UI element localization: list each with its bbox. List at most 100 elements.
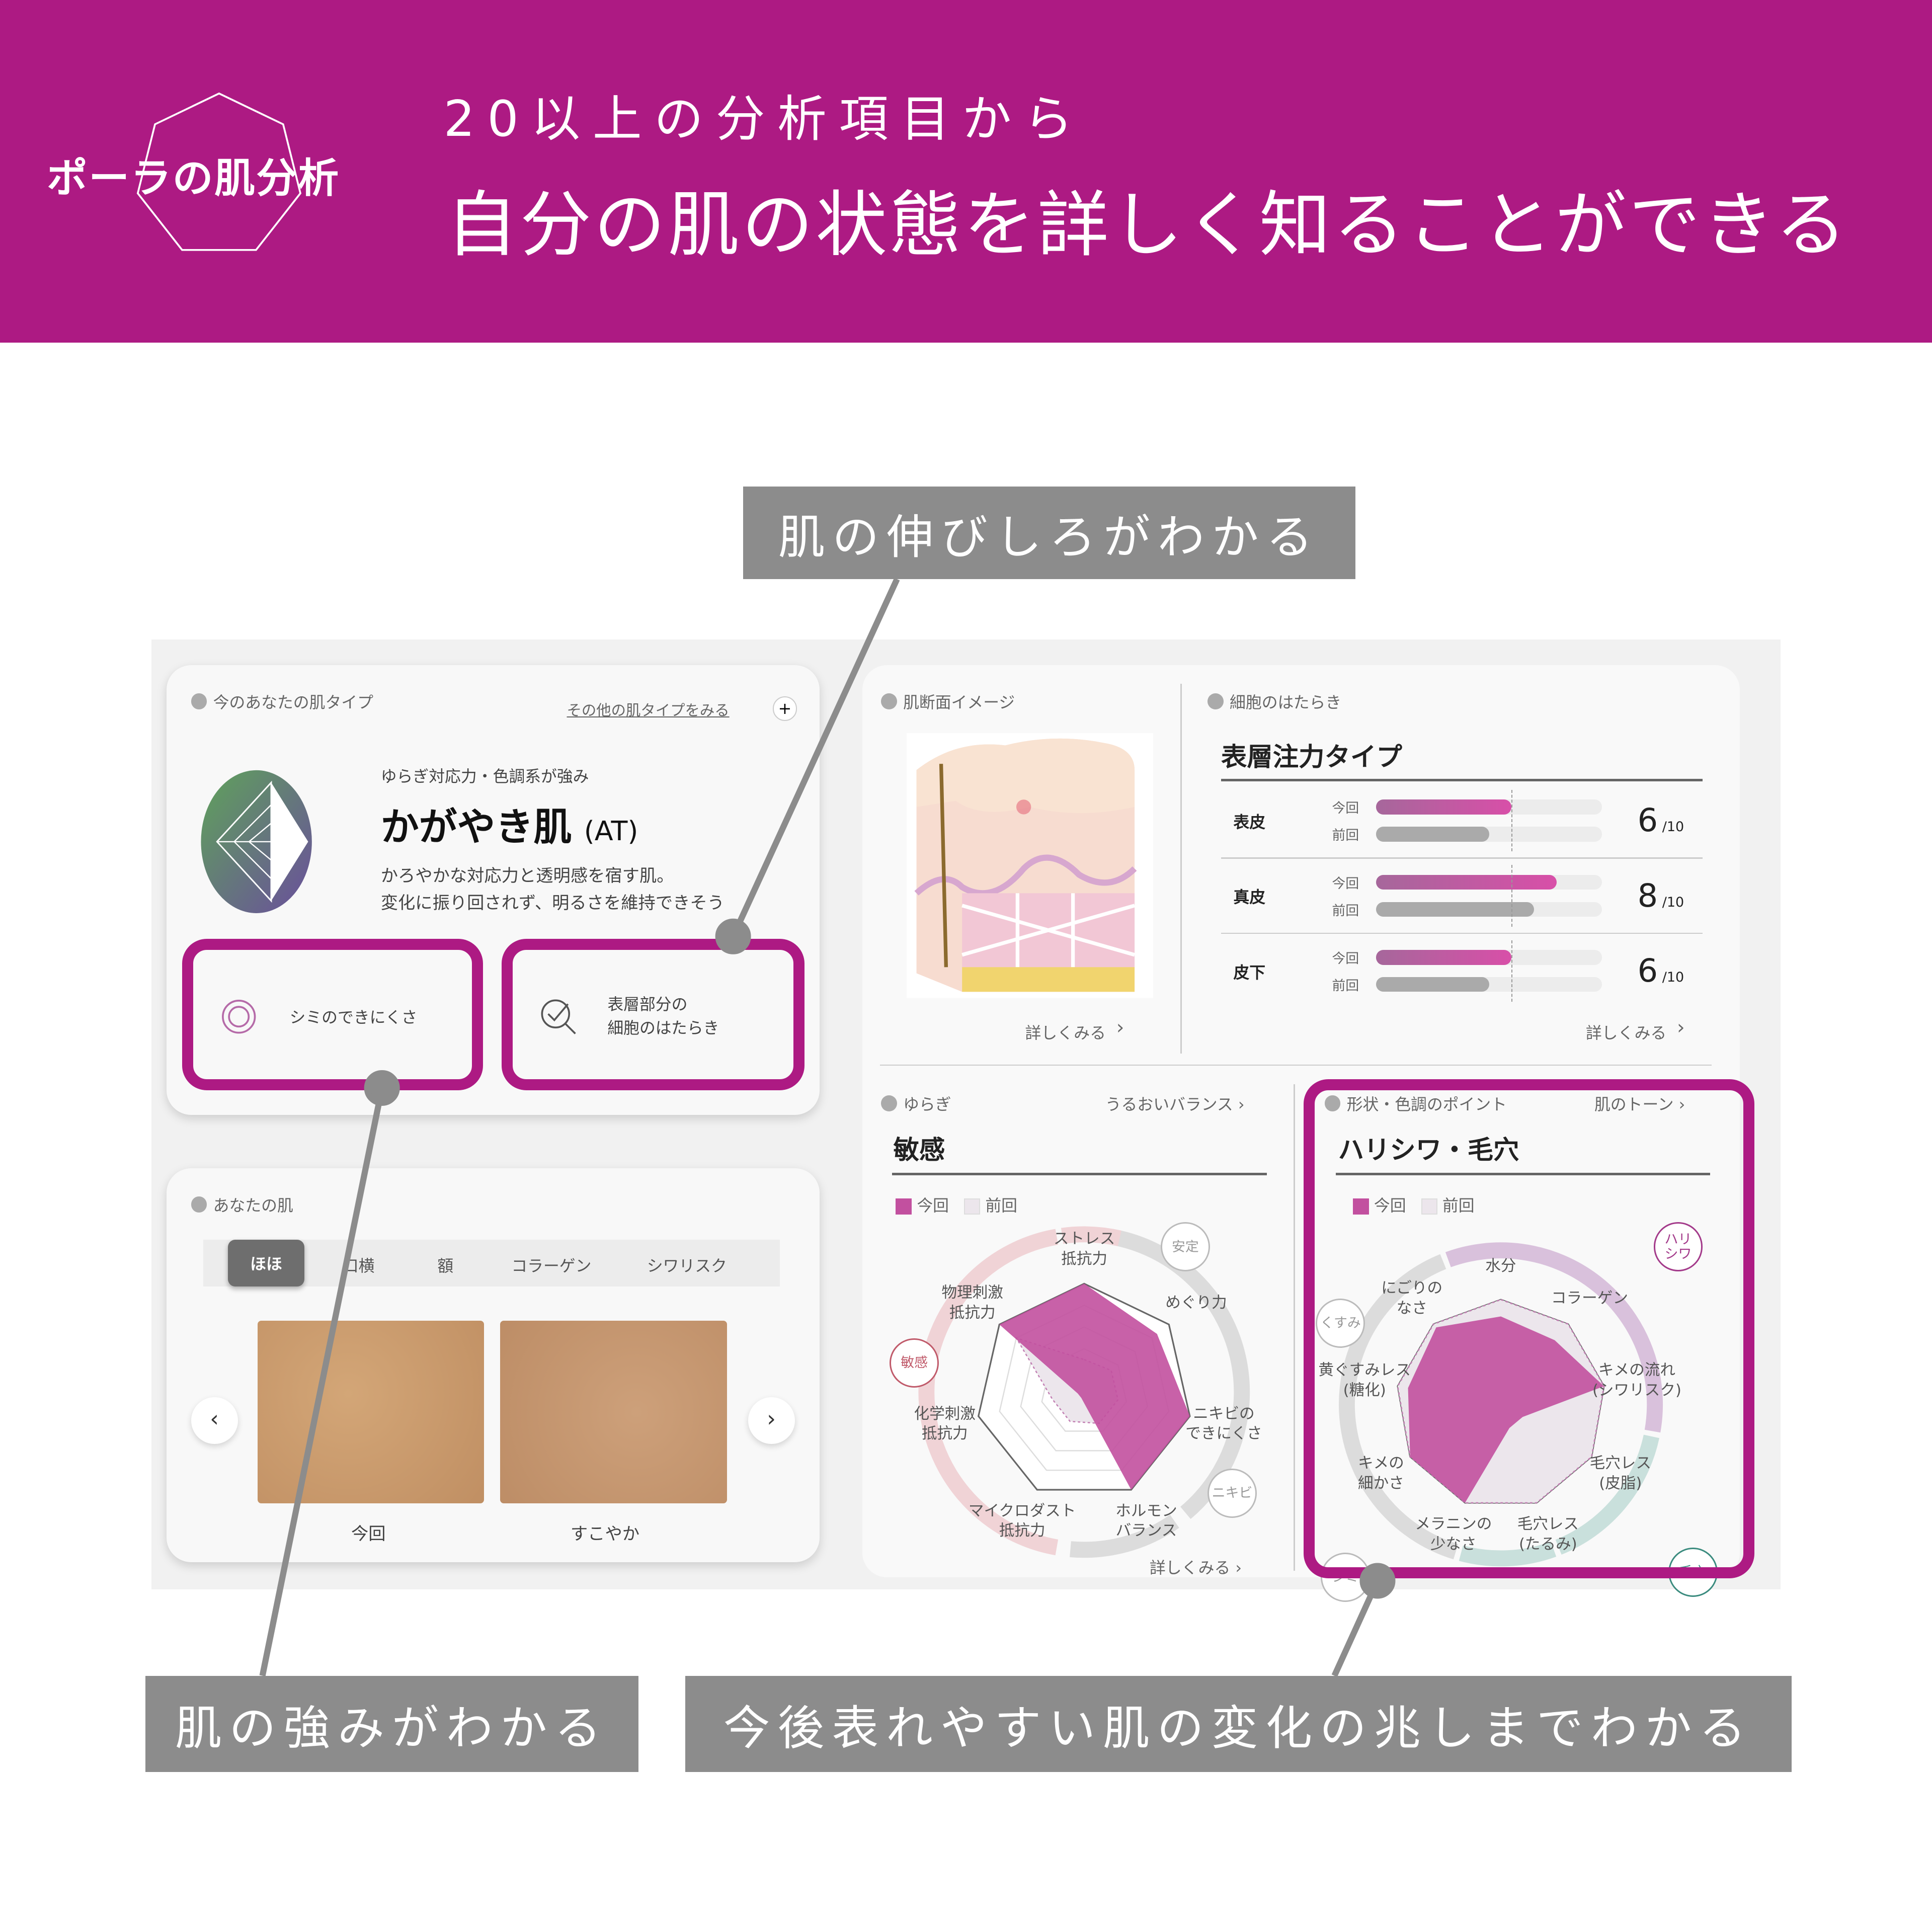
section-title: ゆらぎ: [903, 1094, 951, 1114]
link-text: 詳しくみる: [1149, 1558, 1231, 1577]
header-banner: ポーラの肌分析 20以上の分析項目から 自分の肌の状態を詳しく知ることができる: [0, 0, 1932, 343]
radar-badge: 安定: [1160, 1222, 1210, 1272]
callout-bottom-right: 今後表れやすい肌の変化の兆しまでわかる: [685, 1675, 1792, 1772]
cell-row: 真皮 今回 前回 8 /10: [1221, 857, 1703, 932]
divider: [1180, 684, 1182, 1054]
legend-current: 今回: [1374, 1195, 1406, 1215]
section-title: 形状・色調のポイント: [1346, 1094, 1507, 1114]
cell-row: 表皮 今回 前回 6 /10: [1221, 782, 1703, 857]
callout-bottom-left: 肌の強みがわかる: [145, 1675, 638, 1772]
chevron-right-icon[interactable]: ›: [1116, 1016, 1124, 1039]
strength-label-line2: 細胞のはたらき: [607, 1018, 719, 1038]
cell-bars: 表皮 今回 前回 6 /10 真皮 今回 前回 8 /10 皮下 今回 前回 6 /10: [1221, 782, 1703, 1016]
radar-badge: 敏感: [890, 1338, 939, 1388]
tab-collagen[interactable]: コラーゲン: [511, 1256, 592, 1275]
bar-current: [1376, 874, 1557, 890]
logo-text: ポーラの肌分析: [47, 154, 340, 202]
average-line: [1511, 940, 1513, 1002]
shape-title: ハリシワ・毛穴: [1338, 1135, 1519, 1166]
section-header: ゆらぎ: [881, 1092, 951, 1115]
section-title: 今のあなたの肌タイプ: [213, 693, 373, 712]
row-label: 真皮: [1233, 888, 1266, 907]
radar-axis-label: ホルモン バランス: [1115, 1502, 1177, 1540]
skin-cross-section-illustration: [907, 733, 1154, 998]
legend-swatch-current: [1352, 1198, 1369, 1215]
radar-axis-label: 物理刺激 抵抗力: [941, 1284, 1003, 1322]
other-skin-types-link[interactable]: その他の肌タイプをみる: [567, 701, 730, 719]
radar-axis-label: キメの 細かさ: [1357, 1455, 1404, 1493]
score-max: /10: [1658, 894, 1684, 910]
skin-type-card: 今のあなたの肌タイプ その他の肌タイプをみる + ゆらぎ対応力・色調系が強み か…: [166, 665, 820, 1115]
plus-icon[interactable]: +: [772, 696, 797, 721]
analysis-card: 肌断面イメージ 詳しくみる › 細胞のはたらき 表層注力タイプ 表皮 今回 前回 6 …: [862, 665, 1740, 1602]
previous-label: 前回: [1332, 903, 1359, 919]
tab-forehead[interactable]: 額: [437, 1256, 454, 1275]
bar-previous: [1376, 827, 1489, 842]
skin-type-name-text: かがやき肌: [380, 805, 572, 850]
cross-section-more-link[interactable]: 詳しくみる: [1025, 1023, 1106, 1042]
chevron-right-icon[interactable]: ›: [1677, 1016, 1685, 1039]
radar-axis-label: ストレス 抵抗力: [1053, 1230, 1115, 1268]
highlight-box-shape: [1304, 1079, 1755, 1579]
legend-swatch-current: [896, 1198, 912, 1215]
score-value: 8: [1637, 877, 1658, 915]
chevron-right-icon[interactable]: ›: [748, 1397, 795, 1444]
moisture-balance-link[interactable]: うるおいバランス ›: [1105, 1094, 1245, 1114]
tab-kuchiyoko[interactable]: 口横: [342, 1256, 375, 1275]
skin-photo-current: [257, 1321, 485, 1503]
cell-type-title: 表層注力タイプ: [1221, 742, 1402, 773]
radar-axis-label: 水分: [1485, 1257, 1516, 1275]
score-max: /10: [1658, 819, 1684, 835]
radar-axis-label: 毛穴レス (皮脂): [1589, 1455, 1652, 1493]
strength-cells[interactable]: 表層部分の細胞のはたらき: [514, 949, 797, 1084]
bar-current: [1376, 950, 1512, 965]
skin-type-desc-1: かろやかな対応力と透明感を宿す肌。: [380, 865, 674, 886]
section-header: 形状・色調のポイント: [1324, 1092, 1507, 1115]
banner-title: 自分の肌の状態を詳しく知ることができる: [446, 183, 1849, 267]
radar-ring-segment: [1459, 1542, 1556, 1567]
yuragi-more-link[interactable]: 詳しくみる ›: [1149, 1558, 1242, 1577]
cells-more-link[interactable]: 詳しくみる: [1585, 1023, 1667, 1042]
current-label: 今回: [1332, 800, 1359, 817]
legend-current: 今回: [917, 1195, 949, 1215]
chevron-left-icon[interactable]: ‹: [191, 1397, 238, 1444]
previous-label: 前回: [1332, 978, 1359, 994]
callout-top: 肌の伸びしろがわかる: [743, 487, 1355, 579]
bar-current: [1376, 799, 1512, 815]
section-title: 肌断面イメージ: [903, 693, 1015, 712]
score-value: 6: [1637, 952, 1658, 990]
radar-axis-label: ニキビの できにくさ: [1185, 1405, 1262, 1443]
average-line: [1511, 865, 1513, 927]
highlight-box-spots: [182, 939, 483, 1091]
skin-tone-link[interactable]: 肌のトーン ›: [1594, 1094, 1685, 1114]
current-label: 今回: [1332, 951, 1359, 967]
radar-svg: [918, 1226, 1250, 1558]
divider: [1335, 1173, 1711, 1176]
highlight-box-cells: [501, 939, 805, 1091]
section-header: あなたの肌: [191, 1193, 293, 1216]
divider: [1221, 778, 1703, 781]
radar-axis-label: 黄ぐすみレス (糖化): [1318, 1361, 1411, 1400]
radar-ring-segment: [1070, 1514, 1180, 1558]
tab-hoho[interactable]: ほほ: [228, 1239, 304, 1286]
strength-label-line1: 表層部分の: [607, 994, 688, 1014]
radar-badge: ハリ シワ: [1653, 1222, 1703, 1272]
photo-label-healthy: すこやか: [570, 1523, 639, 1544]
divider: [1221, 857, 1703, 859]
radar-axis-label: コラーゲン: [1551, 1290, 1628, 1308]
radar-axis-label: 毛穴レス (たるみ): [1517, 1515, 1579, 1554]
previous-label: 前回: [1332, 828, 1359, 844]
radar-axis-label: メラニンの 少なさ: [1415, 1515, 1492, 1554]
skin-type-code: (AT): [584, 815, 638, 847]
radar-svg: [1338, 1242, 1663, 1567]
legend-previous: 前回: [985, 1195, 1017, 1215]
section-header: 細胞のはたらき: [1207, 690, 1341, 713]
score: 6 /10: [1638, 802, 1684, 839]
tab-wrinkle-risk[interactable]: シワリスク: [647, 1256, 727, 1275]
row-label: 皮下: [1233, 962, 1266, 982]
divider: [892, 1173, 1267, 1176]
radar-ring-segment: [1338, 1254, 1459, 1560]
radar-axis-label: にごりの なさ: [1381, 1279, 1443, 1318]
sensitivity-radar: ストレス 抵抗力 めぐり力 ニキビの できにくさ ホルモン バランス マイクロダスト 抵…: [862, 1220, 1294, 1558]
strength-spots[interactable]: シミのできにくさ: [193, 949, 471, 1084]
